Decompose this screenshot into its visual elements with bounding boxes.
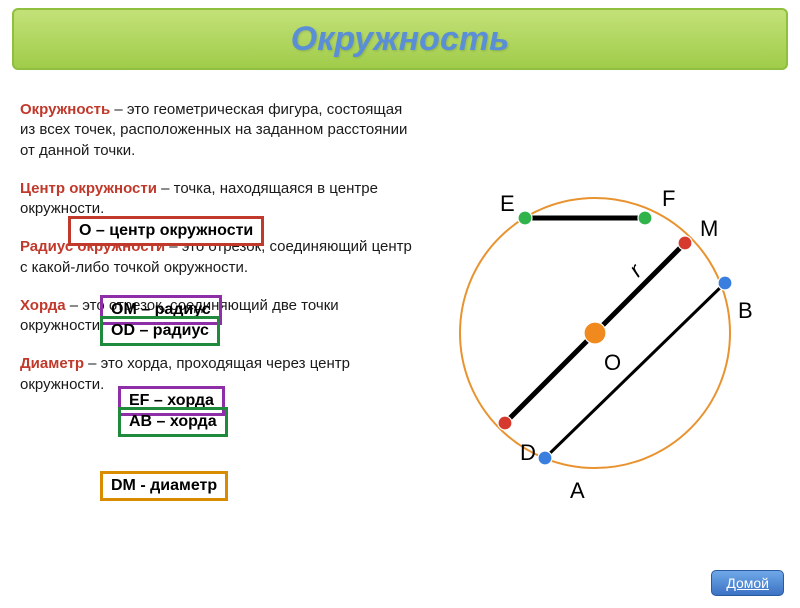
point-O	[584, 322, 606, 344]
diagram-svg: r	[430, 158, 760, 508]
point-A-label: A	[570, 478, 585, 504]
point-D-label: D	[520, 440, 536, 466]
chord-AB	[545, 283, 725, 458]
title-bar: Окружность	[12, 8, 788, 70]
term: Хорда	[20, 297, 66, 314]
overlay-box-5: DM - диаметр	[100, 471, 228, 501]
point-O-label: O	[604, 350, 621, 376]
overlay-box-4: АВ – хорда	[118, 407, 228, 437]
point-A	[538, 451, 552, 465]
definition-1: Центр окружности – точка, находящаяся в …	[20, 179, 420, 220]
overlay-box-0: О – центр окружности	[68, 216, 264, 246]
radius-label: r	[624, 257, 648, 281]
term: Окружность	[20, 101, 110, 118]
point-E-label: E	[500, 191, 515, 217]
point-B-label: B	[738, 298, 753, 324]
point-F	[638, 211, 652, 225]
point-D	[498, 416, 512, 430]
term: Центр окружности	[20, 180, 157, 197]
point-M	[678, 236, 692, 250]
term: Диаметр	[20, 355, 84, 372]
page-title: Окружность	[291, 20, 510, 59]
point-B	[718, 276, 732, 290]
circle-diagram: r E FM O B D A	[430, 158, 760, 508]
definition-0: Окружность – это геометрическая фигура, …	[20, 100, 420, 161]
point-F-label: F	[662, 186, 675, 212]
home-button-label: Домой	[726, 575, 769, 591]
home-button[interactable]: Домой	[711, 570, 784, 596]
overlay-box-2: ОD – радиус	[100, 316, 220, 346]
point-M-label: M	[700, 216, 718, 242]
point-E	[518, 211, 532, 225]
definitions-column: Окружность – это геометрическая фигура, …	[20, 100, 420, 413]
